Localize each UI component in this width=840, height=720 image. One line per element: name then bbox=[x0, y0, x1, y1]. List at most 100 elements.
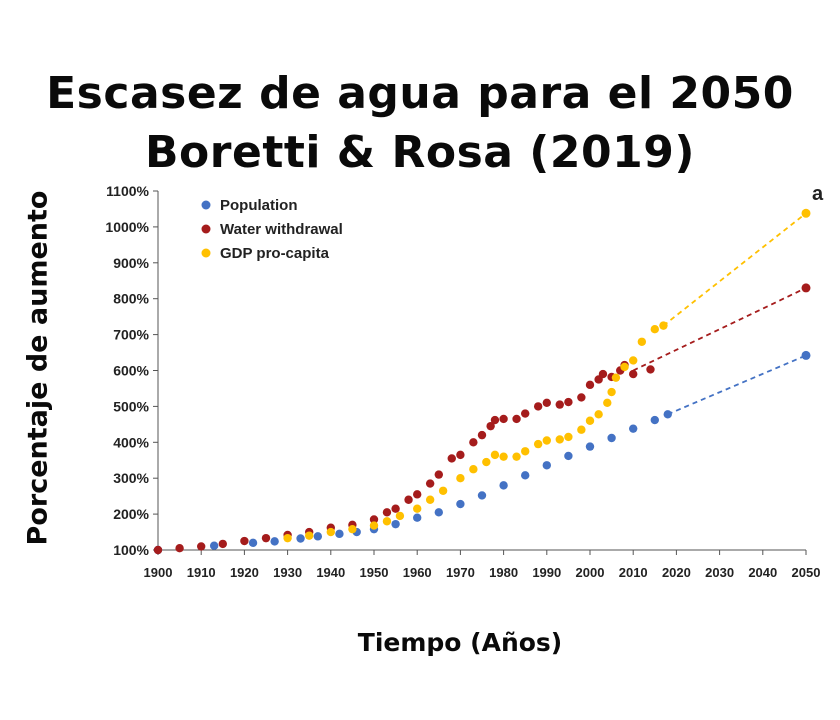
y-tick-label: 900% bbox=[113, 255, 149, 271]
x-tick-label: 1940 bbox=[316, 565, 345, 580]
gdp-point bbox=[456, 474, 465, 483]
gdp-point bbox=[490, 450, 500, 460]
axes: 100% 200% 300% 400% 500% 600% 700% 800% 900% 1000… bbox=[105, 183, 820, 580]
water-point bbox=[382, 508, 392, 517]
gdp-point bbox=[555, 435, 564, 444]
y-tick-label: 200% bbox=[113, 506, 149, 522]
population-point bbox=[456, 499, 465, 509]
gdp-point bbox=[594, 410, 603, 419]
y-tick-label: 1000% bbox=[105, 219, 149, 235]
gdp-point bbox=[521, 447, 530, 456]
population-point bbox=[629, 424, 638, 433]
legend: Population Water withdrawal GDP pro-capita bbox=[201, 197, 343, 262]
y-tick-label: 700% bbox=[113, 327, 149, 343]
gdp-projection-line bbox=[662, 212, 807, 327]
water-point bbox=[240, 536, 249, 546]
y-axis-label: Porcentaje de aumento bbox=[22, 190, 54, 546]
projection-lines bbox=[632, 212, 807, 416]
population-point bbox=[313, 532, 323, 541]
legend-marker-water bbox=[201, 224, 211, 234]
water-point bbox=[585, 380, 595, 390]
water-point bbox=[598, 369, 608, 379]
gdp-point bbox=[283, 533, 292, 543]
population-point bbox=[542, 461, 551, 470]
gdp-point bbox=[650, 325, 659, 334]
gdp-point bbox=[533, 439, 543, 449]
gdp-point bbox=[369, 521, 379, 530]
population-point bbox=[209, 541, 219, 550]
water-point bbox=[175, 544, 184, 553]
population-point bbox=[585, 442, 595, 451]
water-point bbox=[533, 402, 543, 411]
water-point bbox=[555, 400, 564, 409]
population-projection-point bbox=[801, 350, 811, 360]
y-tick-label: 500% bbox=[113, 398, 149, 414]
water-point bbox=[490, 415, 500, 425]
population-point bbox=[650, 415, 659, 425]
gdp-point bbox=[482, 457, 491, 467]
y-tick-label: 800% bbox=[113, 291, 149, 307]
population-point bbox=[477, 491, 487, 500]
x-tick-label: 1960 bbox=[403, 565, 432, 580]
gdp-point bbox=[469, 465, 478, 474]
population-point bbox=[270, 537, 279, 546]
x-tick-label: 1920 bbox=[230, 565, 259, 580]
x-tick-label: 1970 bbox=[446, 565, 475, 580]
gdp-point bbox=[413, 504, 422, 513]
water-point bbox=[469, 438, 478, 447]
gdp-projection-point bbox=[801, 208, 811, 218]
y-tick-label: 300% bbox=[113, 470, 149, 486]
y-tick-label: 400% bbox=[113, 434, 149, 450]
gdp-point bbox=[512, 452, 521, 461]
water-point bbox=[447, 454, 456, 463]
gdp-point bbox=[607, 387, 616, 397]
water-projection-point bbox=[801, 283, 811, 293]
gdp-point bbox=[620, 362, 629, 372]
population-point bbox=[521, 471, 530, 480]
gdp-point bbox=[637, 337, 647, 346]
gdp-point bbox=[438, 486, 448, 495]
population-point bbox=[663, 410, 672, 419]
x-tick-label: 1980 bbox=[489, 565, 518, 580]
population-point bbox=[391, 519, 400, 529]
water-point bbox=[197, 542, 206, 551]
water-point bbox=[153, 545, 163, 555]
x-tick-label: 2000 bbox=[576, 565, 605, 580]
population-point bbox=[434, 508, 443, 517]
x-tick-label: 2010 bbox=[619, 565, 648, 580]
population-point bbox=[607, 433, 616, 443]
legend-label-water: Water withdrawal bbox=[220, 221, 343, 238]
gdp-point bbox=[326, 527, 335, 537]
gdp-point bbox=[382, 517, 392, 526]
x-tick-label: 1930 bbox=[273, 565, 302, 580]
gdp-point bbox=[585, 416, 595, 425]
gdp-point bbox=[499, 452, 508, 461]
population-point bbox=[296, 534, 305, 543]
x-tick-label: 2040 bbox=[748, 565, 777, 580]
water-point bbox=[542, 398, 551, 408]
x-tick-label: 1900 bbox=[144, 565, 173, 580]
water-point bbox=[413, 490, 422, 499]
title-line-2: Boretti & Rosa (2019) bbox=[145, 127, 695, 178]
gdp-point bbox=[305, 531, 314, 540]
gdp-point bbox=[564, 432, 573, 442]
gdp-point bbox=[577, 425, 586, 434]
water-point bbox=[564, 397, 573, 407]
water-point bbox=[577, 393, 586, 402]
population-point bbox=[564, 451, 573, 461]
water-point bbox=[404, 495, 413, 504]
x-tick-label: 1950 bbox=[360, 565, 389, 580]
water-point bbox=[434, 470, 443, 479]
x-axis-label: Tiempo (Años) bbox=[357, 628, 563, 657]
data-points bbox=[153, 208, 811, 555]
gdp-point bbox=[611, 373, 621, 382]
population-point bbox=[413, 513, 422, 522]
water-point bbox=[486, 421, 495, 431]
panel-label: a bbox=[812, 183, 824, 205]
water-point bbox=[646, 365, 655, 374]
water-point bbox=[218, 539, 227, 549]
gdp-point bbox=[425, 495, 435, 504]
legend-label-population: Population bbox=[220, 197, 298, 214]
water-point bbox=[629, 369, 638, 379]
water-point bbox=[512, 414, 521, 424]
